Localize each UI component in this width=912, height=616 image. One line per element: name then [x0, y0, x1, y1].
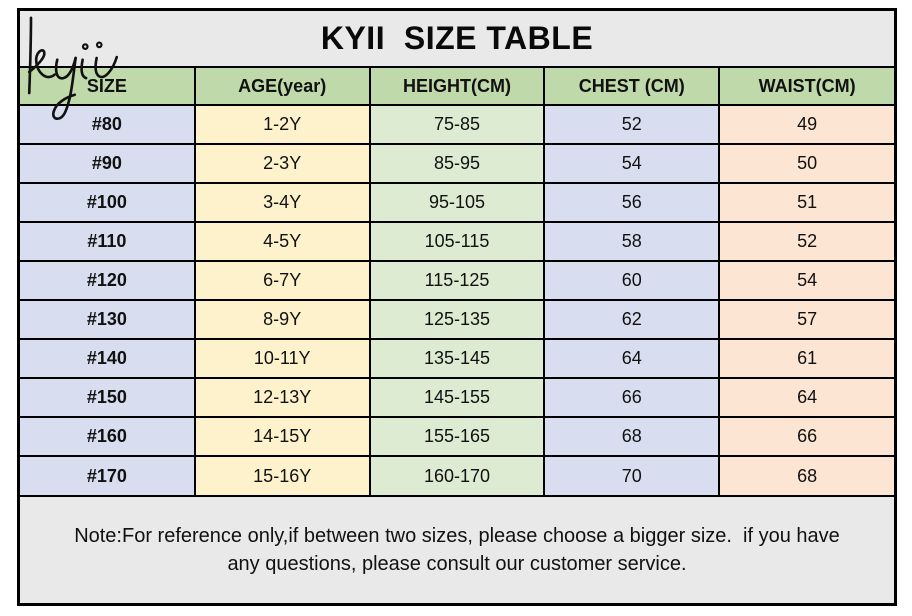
- cell-age: 8-9Y: [193, 299, 371, 340]
- cell-chest: 70: [543, 455, 721, 496]
- cell-height: 155-165: [368, 416, 546, 457]
- cell-height: 105-115: [368, 221, 546, 262]
- table-row: #140 10-11Y 135-145 64 61: [19, 338, 895, 379]
- table-row: #130 8-9Y 125-135 62 57: [19, 299, 895, 340]
- cell-age: 14-15Y: [193, 416, 371, 457]
- column-header-height: HEIGHT(CM): [368, 67, 546, 106]
- cell-size: #100: [19, 182, 196, 223]
- cell-height: 135-145: [368, 338, 546, 379]
- table-row: #90 2-3Y 85-95 54 50: [19, 143, 895, 184]
- cell-height: 85-95: [368, 143, 546, 184]
- size-table-head: SIZE AGE(year) HEIGHT(CM) CHEST (CM) WAIST(C…: [19, 67, 895, 106]
- cell-size: #130: [19, 299, 196, 340]
- cell-chest: 54: [543, 143, 721, 184]
- column-header-age: AGE(year): [193, 67, 371, 106]
- logo-i2-dot: [95, 41, 103, 49]
- cell-waist: 52: [718, 221, 895, 262]
- table-row: #150 12-13Y 145-155 66 64: [19, 377, 895, 418]
- cell-size: #110: [19, 221, 196, 262]
- cell-size: #120: [19, 260, 196, 301]
- cell-size: #150: [19, 377, 196, 418]
- cell-age: 4-5Y: [193, 221, 371, 262]
- cell-waist: 61: [718, 338, 895, 379]
- table-row: #100 3-4Y 95-105 56 51: [19, 182, 895, 223]
- cell-waist: 50: [718, 143, 895, 184]
- note-line-1: Note:For reference only,if between two s…: [74, 525, 840, 547]
- table-row: #170 15-16Y 160-170 70 68: [19, 455, 895, 496]
- size-table: SIZE AGE(year) HEIGHT(CM) CHEST (CM) WAIST(C…: [19, 67, 895, 496]
- column-header-waist: WAIST(CM): [718, 67, 895, 106]
- table-row: #120 6-7Y 115-125 60 54: [19, 260, 895, 301]
- cell-height: 145-155: [368, 377, 546, 418]
- cell-waist: 66: [718, 416, 895, 457]
- cell-age: 15-16Y: [193, 455, 371, 496]
- page-title: KYII SIZE TABLE: [320, 20, 594, 56]
- column-header-chest: CHEST (CM): [543, 67, 721, 106]
- header-row: SIZE AGE(year) HEIGHT(CM) CHEST (CM) WAIST(C…: [19, 67, 895, 106]
- size-table-body: #80 1-2Y 75-85 52 49 #90 2-3Y 85-95 54 50 #100 3-4Y…: [19, 104, 895, 496]
- cell-size: #170: [19, 455, 196, 496]
- cell-age: 2-3Y: [193, 143, 371, 184]
- logo-i1-dot: [81, 43, 89, 50]
- cell-chest: 66: [543, 377, 721, 418]
- cell-waist: 51: [718, 182, 895, 223]
- cell-waist: 54: [718, 260, 895, 301]
- note-banner: Note:For reference only,if between two s…: [20, 495, 894, 603]
- column-header-size: SIZE: [19, 67, 196, 106]
- cell-chest: 52: [543, 104, 721, 145]
- cell-size: #90: [19, 143, 196, 184]
- cell-height: 115-125: [368, 260, 546, 301]
- cell-height: 75-85: [368, 104, 546, 145]
- cell-waist: 68: [718, 455, 895, 496]
- cell-chest: 58: [543, 221, 721, 262]
- cell-chest: 68: [543, 416, 721, 457]
- cell-age: 3-4Y: [193, 182, 371, 223]
- size-chart-sheet: KYII SIZE TABLE SIZE AGE(year) HEIGHT(CM) C…: [17, 8, 897, 606]
- cell-size: #80: [19, 104, 196, 145]
- table-row: #80 1-2Y 75-85 52 49: [19, 104, 895, 145]
- cell-age: 6-7Y: [193, 260, 371, 301]
- cell-waist: 49: [718, 104, 895, 145]
- table-row: #110 4-5Y 105-115 58 52: [19, 221, 895, 262]
- cell-height: 125-135: [368, 299, 546, 340]
- cell-size: #140: [19, 338, 196, 379]
- cell-chest: 56: [543, 182, 721, 223]
- cell-size: #160: [19, 416, 196, 457]
- cell-age: 12-13Y: [193, 377, 371, 418]
- cell-waist: 64: [718, 377, 895, 418]
- title-band: KYII SIZE TABLE: [20, 11, 894, 121]
- cell-chest: 64: [543, 338, 721, 379]
- cell-age: 1-2Y: [193, 104, 371, 145]
- table-row: #160 14-15Y 155-165 68 66: [19, 416, 895, 457]
- note-line-2: any questions, please consult our custom…: [227, 553, 687, 575]
- cell-height: 95-105: [368, 182, 546, 223]
- cell-chest: 60: [543, 260, 721, 301]
- cell-age: 10-11Y: [193, 338, 371, 379]
- cell-chest: 62: [543, 299, 721, 340]
- cell-waist: 57: [718, 299, 895, 340]
- cell-height: 160-170: [368, 455, 546, 496]
